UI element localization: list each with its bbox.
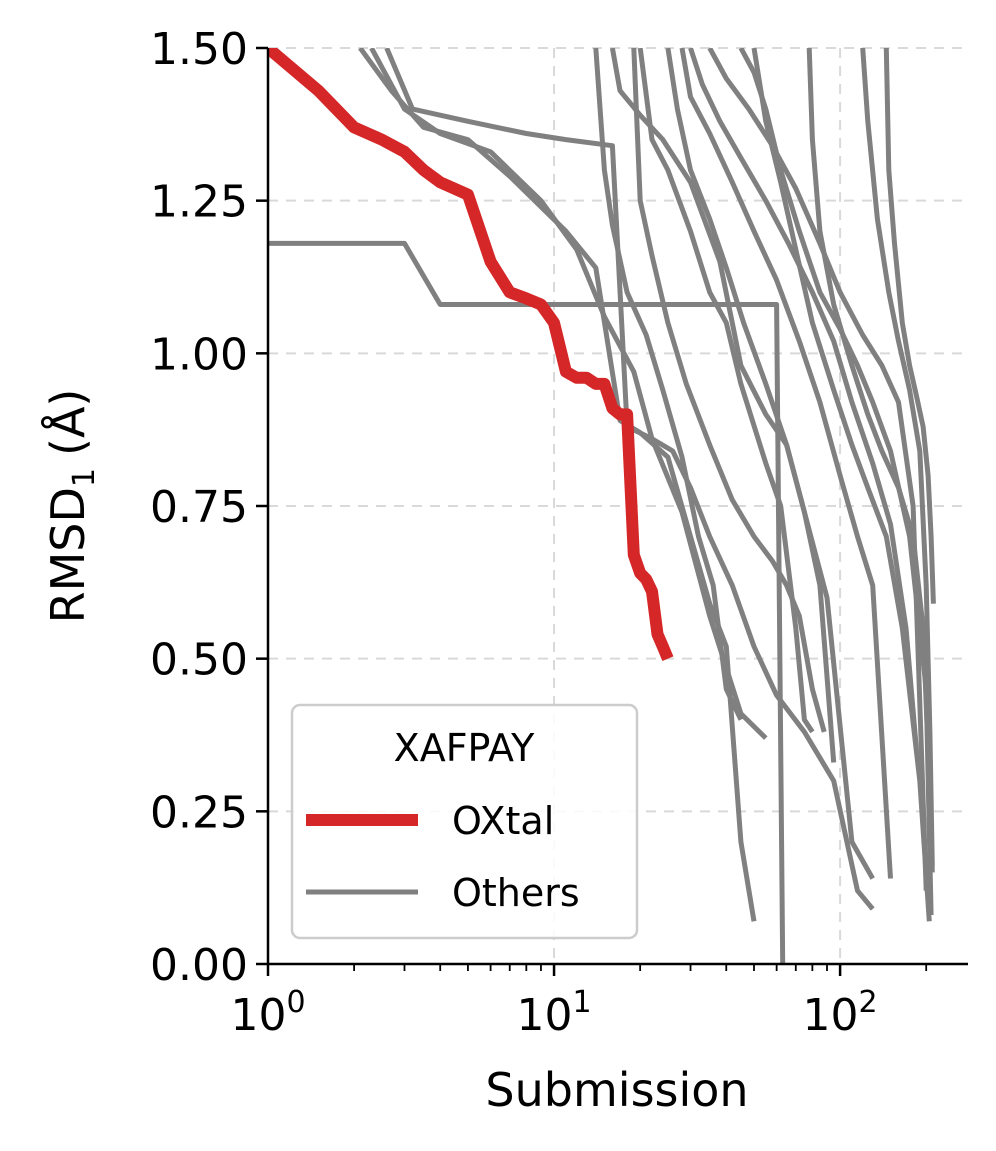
others-series-line bbox=[806, 48, 935, 873]
others-series-line bbox=[631, 48, 827, 733]
legend-frame bbox=[290, 703, 639, 940]
x-axis-ticks: 100 101 102 bbox=[230, 964, 928, 1041]
y-tick-label: 1.25 bbox=[150, 177, 248, 228]
y-axis-ticks: 0.00 0.25 0.50 0.75 1.00 1.25 1.50 bbox=[150, 24, 268, 991]
others-series-line bbox=[688, 48, 919, 751]
others-series-line bbox=[707, 48, 929, 891]
x-tick-label: 102 bbox=[803, 985, 878, 1041]
y-axis-label-main: RMSD bbox=[41, 487, 95, 623]
legend: XAFPAY OXtal Others bbox=[290, 703, 639, 940]
others-series-line bbox=[268, 240, 786, 965]
others-series-group bbox=[268, 48, 936, 965]
y-axis-label: RMSD1 (Å) bbox=[41, 389, 102, 624]
others-series-line bbox=[751, 48, 932, 922]
others-series-line bbox=[369, 48, 768, 740]
x-tick-label: 100 bbox=[230, 985, 305, 1041]
y-tick-label: 1.50 bbox=[150, 24, 248, 75]
others-series-line bbox=[593, 48, 744, 721]
others-series-line bbox=[860, 48, 935, 867]
y-tick-label: 1.00 bbox=[150, 329, 248, 380]
legend-title: XAFPAY bbox=[394, 726, 535, 770]
y-tick-label: 0.75 bbox=[150, 482, 248, 533]
y-tick-label: 0.00 bbox=[150, 940, 248, 991]
legend-label-others: Others bbox=[452, 871, 580, 915]
oxtal-series-group bbox=[268, 48, 674, 662]
others-series-line bbox=[665, 48, 875, 880]
others-series-line bbox=[679, 48, 893, 879]
x-axis-label: Submission bbox=[485, 1063, 748, 1117]
others-series-line bbox=[384, 48, 875, 911]
legend-label-oxtal: OXtal bbox=[452, 799, 554, 843]
y-tick-label: 0.25 bbox=[150, 787, 248, 838]
gridlines bbox=[268, 47, 968, 964]
others-series-line bbox=[637, 48, 815, 734]
y-tick-label: 0.50 bbox=[150, 635, 248, 686]
others-series-line bbox=[883, 48, 936, 604]
y-axis-label-unit: (Å) bbox=[41, 389, 95, 456]
oxtal-series-line bbox=[268, 48, 674, 662]
y-axis-label-subscript: 1 bbox=[67, 468, 102, 487]
x-tick-label: 101 bbox=[516, 985, 591, 1041]
